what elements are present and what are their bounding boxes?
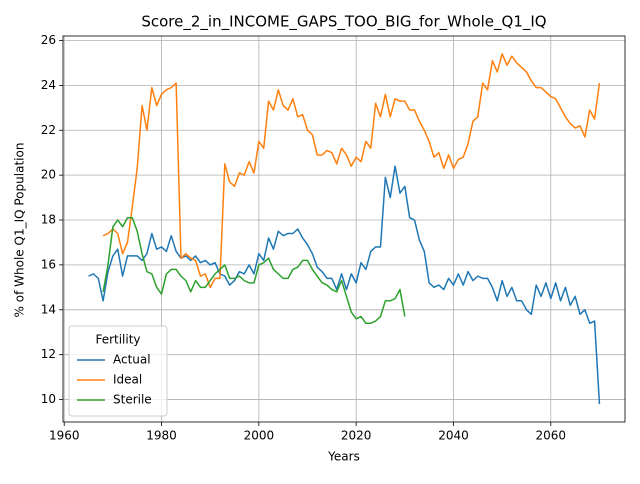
legend-label: Ideal (113, 373, 142, 387)
legend-label: Sterile (113, 393, 152, 407)
y-tick-label: 24 (41, 78, 56, 92)
legend: Fertility Actual Ideal Sterile (68, 325, 168, 417)
line-series (102, 217, 406, 325)
chart-title: Score_2_in_INCOME_GAPS_TOO_BIG_for_Whole… (141, 13, 546, 32)
plot-frame (62, 35, 626, 423)
x-tick-label: 1980 (146, 429, 177, 443)
legend-box (68, 325, 168, 417)
line-series (102, 53, 601, 289)
y-tick-label: 18 (41, 213, 56, 227)
y-tick-label: 26 (41, 33, 56, 47)
x-tick-label: 2060 (536, 429, 567, 443)
y-tick-label: 14 (41, 302, 56, 316)
x-tick-label: 1960 (49, 429, 80, 443)
x-tick-label: 2000 (244, 429, 275, 443)
legend-label: Actual (113, 353, 151, 367)
y-tick-label: 16 (41, 257, 56, 271)
x-tick-label: 2020 (341, 429, 372, 443)
x-tick-label: 2040 (438, 429, 469, 443)
y-axis-label: % of Whole Q1_IQ Population (13, 143, 27, 318)
y-tick-label: 12 (41, 347, 56, 361)
y-tick-label: 10 (41, 392, 56, 406)
line-series (88, 165, 601, 405)
y-tick-label: 20 (41, 168, 56, 182)
y-tick-label: 22 (41, 123, 56, 137)
x-axis-label: Years (327, 450, 360, 464)
legend-title: Fertility (95, 333, 140, 347)
